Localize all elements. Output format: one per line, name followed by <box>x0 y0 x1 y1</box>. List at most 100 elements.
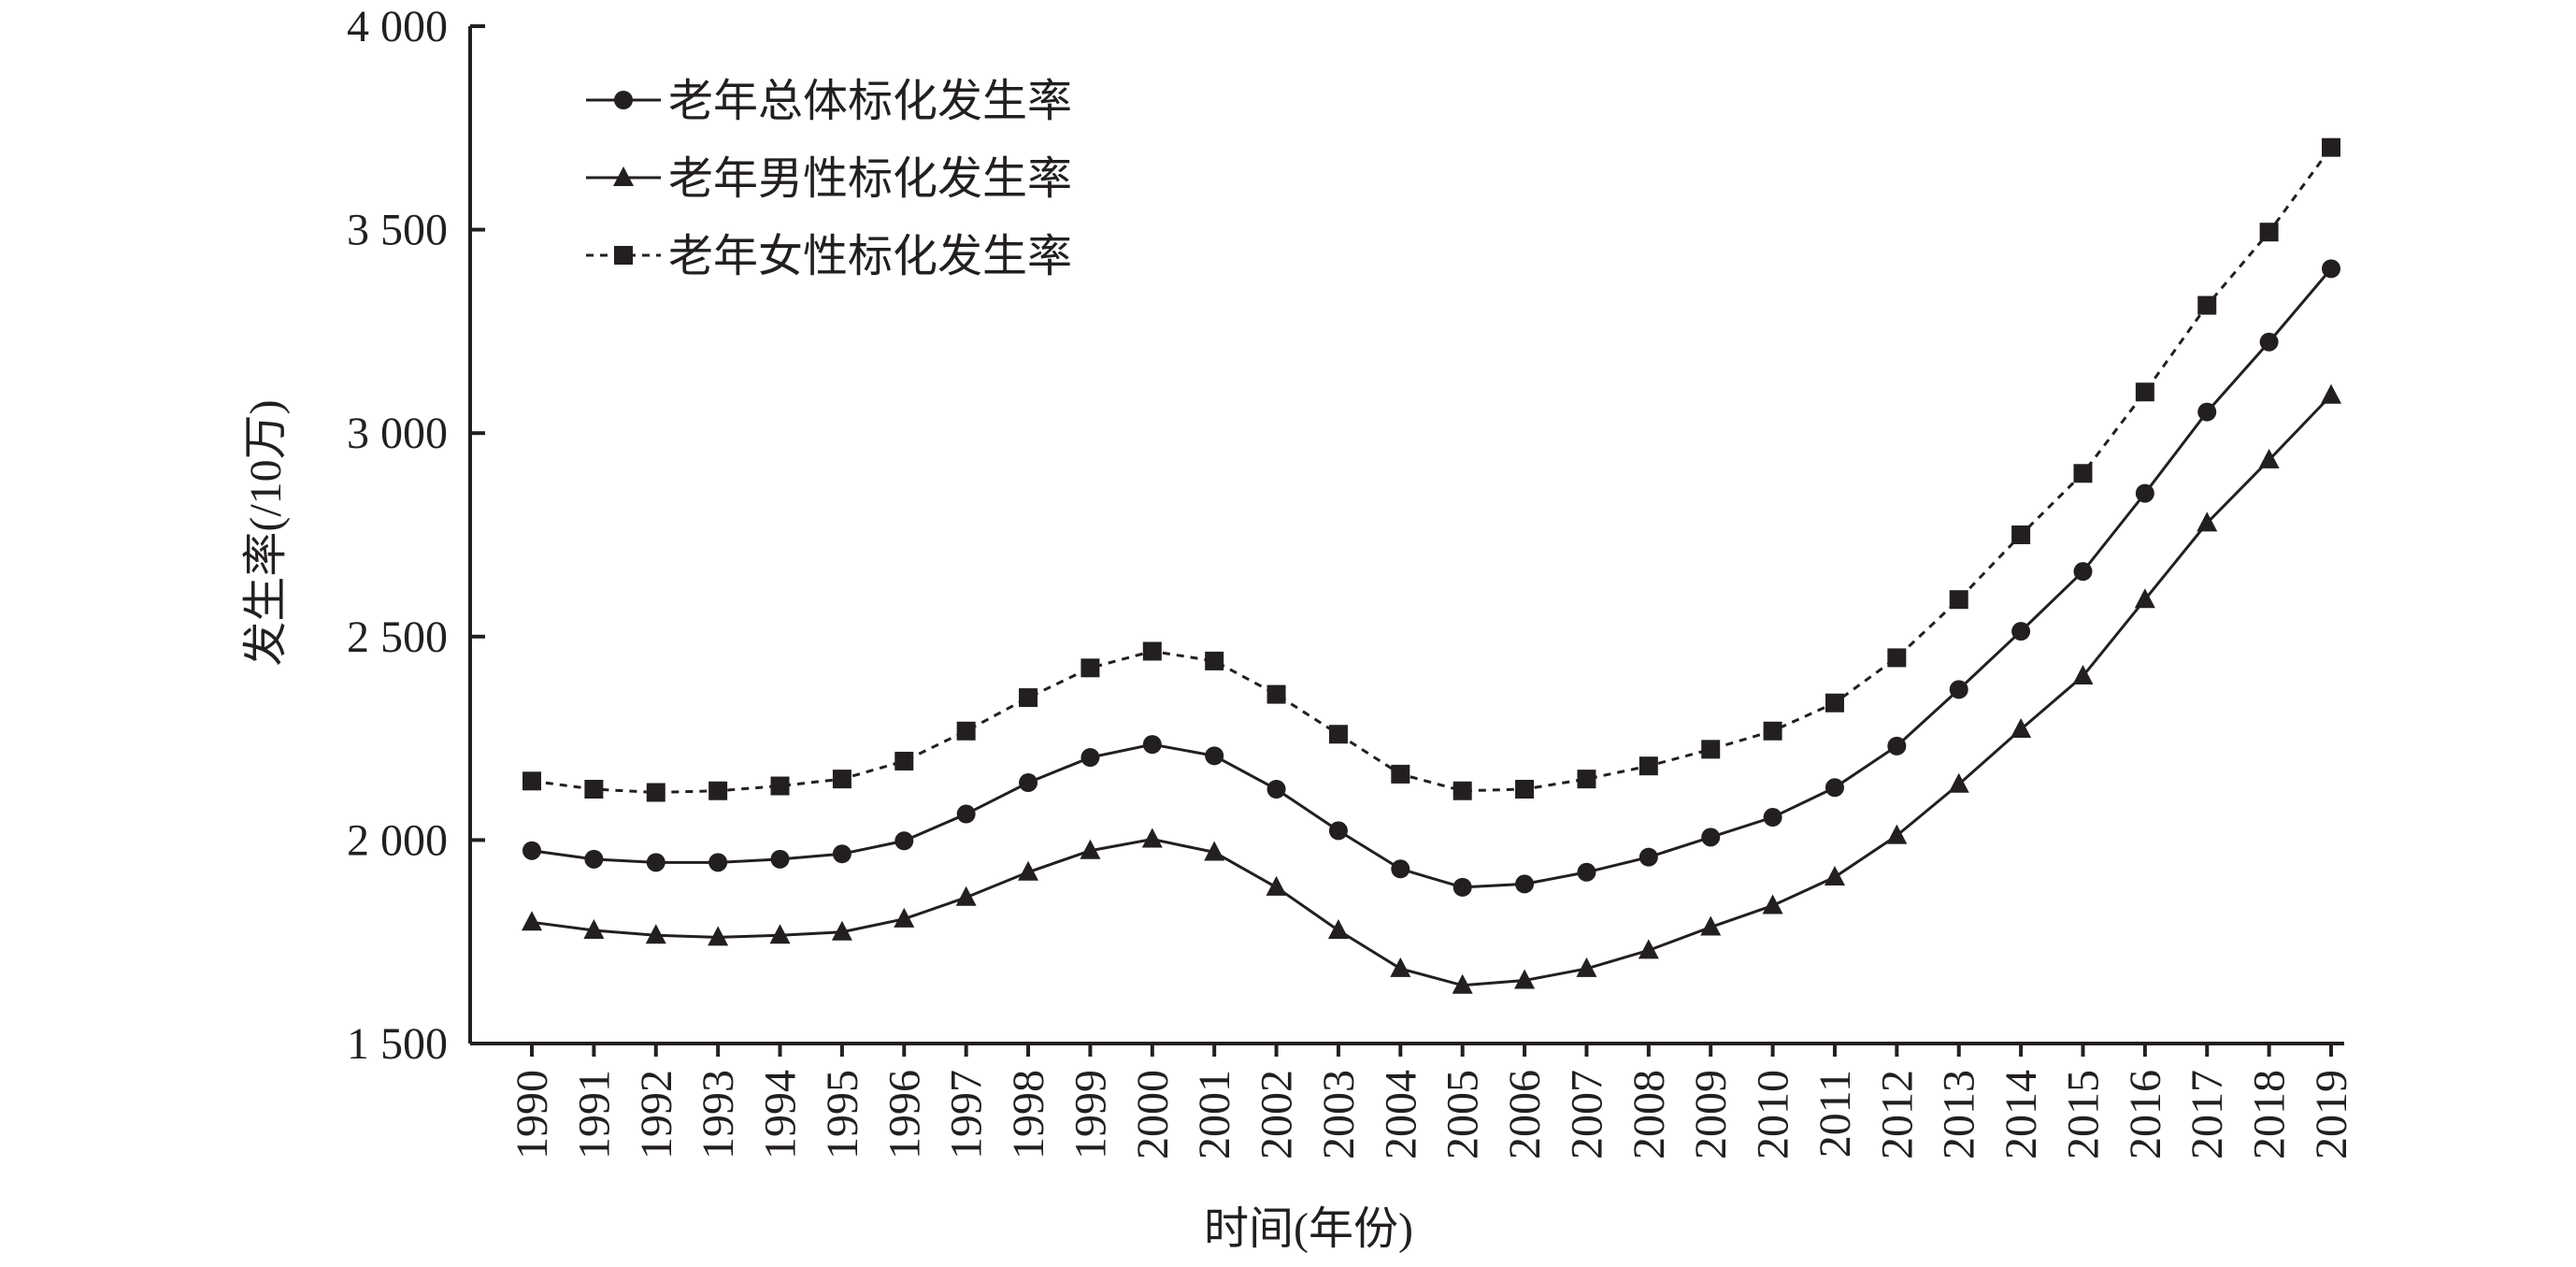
marker <box>2322 259 2340 279</box>
marker <box>613 166 634 186</box>
marker <box>1328 821 1348 841</box>
x-tick-label: 2006 <box>1500 1070 1550 1159</box>
y-tick-label: 2 000 <box>347 815 448 865</box>
marker <box>1576 957 1597 977</box>
marker <box>832 770 852 789</box>
marker <box>646 853 665 872</box>
marker <box>1639 847 1658 867</box>
marker <box>1080 658 1100 678</box>
marker <box>2135 483 2154 503</box>
x-tick-label: 2015 <box>2058 1070 2108 1159</box>
x-tick-label: 1996 <box>880 1070 929 1159</box>
x-tick-label: 2003 <box>1314 1070 1364 1159</box>
x-tick-label: 2009 <box>1686 1070 1736 1159</box>
series-line <box>531 146 2333 794</box>
marker <box>1142 641 1162 661</box>
legend-label: 老年女性标化发生率 <box>668 232 1072 281</box>
legend-label: 老年男性标化发生率 <box>668 154 1072 204</box>
marker <box>1514 969 1536 989</box>
marker <box>2011 718 2032 739</box>
marker <box>1390 957 1411 977</box>
x-tick-label: 2001 <box>1190 1070 1239 1159</box>
marker <box>584 780 604 799</box>
marker <box>522 841 541 860</box>
marker <box>2322 137 2340 157</box>
marker <box>1700 915 1722 936</box>
x-tick-label: 2000 <box>1128 1070 1178 1159</box>
x-tick-label: 1994 <box>756 1070 806 1159</box>
marker <box>2011 526 2031 544</box>
x-tick-label: 1993 <box>694 1070 743 1159</box>
x-tick-label: 2017 <box>2182 1070 2232 1159</box>
marker <box>1453 877 1472 897</box>
marker <box>1763 808 1782 828</box>
marker <box>522 771 541 791</box>
marker <box>1577 862 1596 882</box>
x-tick-label: 2007 <box>1562 1070 1611 1159</box>
marker <box>584 849 604 869</box>
x-tick-label: 2013 <box>1935 1070 1984 1159</box>
x-tick-label: 2010 <box>1749 1070 1798 1159</box>
marker <box>770 849 790 869</box>
legend-label: 老年总体标化发生率 <box>668 77 1072 126</box>
marker <box>2197 402 2217 422</box>
marker <box>1886 824 1908 844</box>
marker <box>1080 748 1100 768</box>
x-tick-label: 1998 <box>1004 1070 1053 1159</box>
marker <box>1141 828 1163 848</box>
marker <box>1701 828 1721 847</box>
x-tick-label: 2014 <box>1996 1070 2046 1159</box>
y-tick-label: 3 500 <box>347 206 448 255</box>
marker <box>708 781 728 800</box>
marker <box>956 804 976 824</box>
marker <box>522 911 542 931</box>
marker <box>645 924 666 944</box>
marker <box>1577 770 1596 789</box>
x-tick-label: 1995 <box>818 1070 867 1159</box>
marker <box>1887 736 1907 756</box>
x-tick-label: 2012 <box>1872 1070 1922 1159</box>
x-tick-label: 2016 <box>2121 1070 2170 1159</box>
x-tick-label: 2005 <box>1438 1070 1488 1159</box>
marker <box>583 919 605 940</box>
marker <box>2197 511 2218 532</box>
marker <box>1763 721 1782 741</box>
x-tick-label: 1999 <box>1066 1070 1115 1159</box>
marker <box>614 91 633 109</box>
marker <box>1391 764 1410 784</box>
marker <box>1701 740 1721 759</box>
marker <box>955 885 977 906</box>
marker <box>2197 295 2217 315</box>
x-tick-label: 1997 <box>942 1070 992 1159</box>
y-tick-label: 4 000 <box>347 2 448 51</box>
marker <box>2135 382 2154 402</box>
marker <box>708 853 728 872</box>
marker <box>1515 874 1535 894</box>
marker <box>2011 622 2031 641</box>
marker <box>769 924 791 944</box>
y-tick-label: 3 000 <box>347 409 448 458</box>
marker <box>2072 665 2094 685</box>
y-tick-label: 2 500 <box>347 612 448 662</box>
marker <box>1762 894 1783 914</box>
marker <box>2073 464 2093 483</box>
x-tick-label: 2004 <box>1376 1070 1425 1159</box>
marker <box>1452 973 1473 994</box>
marker <box>708 926 729 946</box>
marker <box>2134 588 2155 609</box>
marker <box>1142 735 1162 755</box>
marker <box>1453 781 1472 800</box>
marker <box>1266 875 1287 896</box>
marker <box>770 776 790 796</box>
marker <box>894 751 914 770</box>
marker <box>1825 693 1844 713</box>
marker <box>1515 780 1535 799</box>
marker <box>1205 651 1224 670</box>
marker <box>2259 332 2279 352</box>
marker <box>1267 780 1286 799</box>
marker <box>1205 746 1224 766</box>
marker <box>646 783 665 802</box>
marker <box>1018 860 1039 881</box>
